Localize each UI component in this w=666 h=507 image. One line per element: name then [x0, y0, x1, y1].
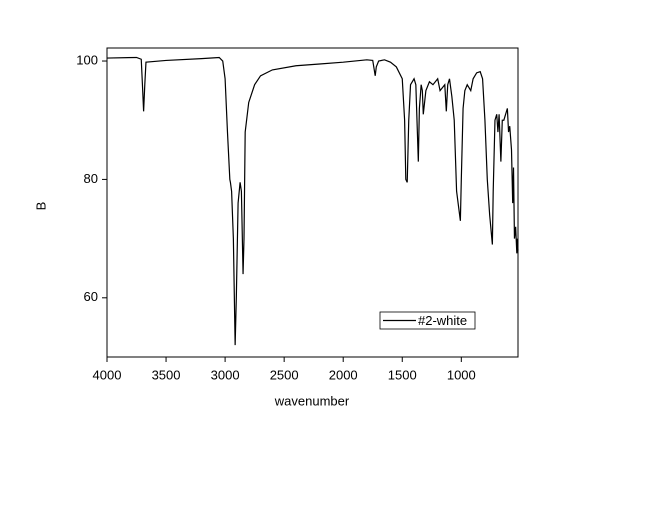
- x-tick-label: 3500: [152, 367, 181, 382]
- plot-frame: [106, 47, 519, 358]
- legend: #2-white: [379, 311, 476, 330]
- y-axis-label: B: [33, 202, 48, 211]
- y-tick-label: 80: [84, 171, 98, 186]
- x-tick-label: 2500: [270, 367, 299, 382]
- x-tick-label: 2000: [329, 367, 358, 382]
- x-axis-label: wavenumber: [274, 393, 350, 408]
- x-tick-label: 4000: [93, 367, 122, 382]
- y-tick-label: 100: [76, 52, 98, 67]
- legend-label: #2-white: [418, 313, 467, 328]
- x-tick-label: 3000: [211, 367, 240, 382]
- x-tick-label: 1500: [388, 367, 417, 382]
- x-tick-label: 1000: [447, 367, 476, 382]
- spectrum-line: [106, 56, 519, 346]
- legend-box: [379, 311, 476, 330]
- y-tick-label: 60: [84, 289, 98, 304]
